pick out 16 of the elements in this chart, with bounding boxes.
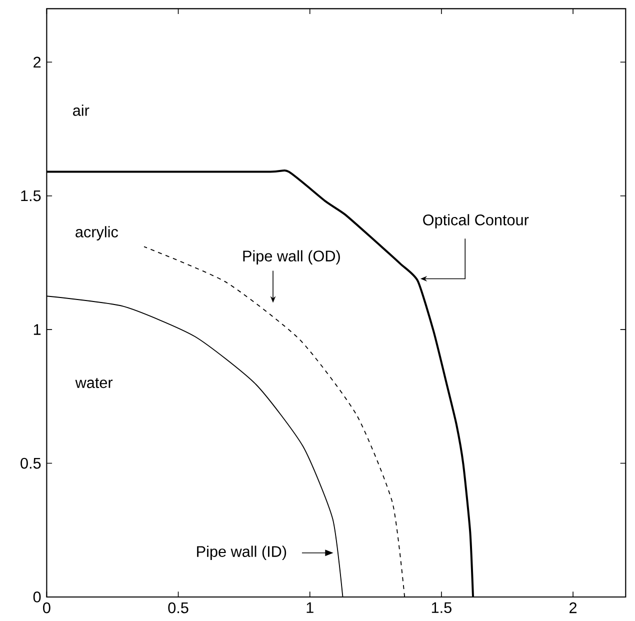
x-tick-label: 2 — [570, 602, 577, 614]
x-tick-label: 1 — [306, 602, 314, 613]
annotation: Pipe wall (ID) — [197, 546, 286, 560]
annotation: air — [73, 104, 90, 116]
y-tick-label: 1 — [34, 324, 41, 335]
x-tick-label: 1.5 — [432, 602, 452, 614]
y-tick-label: 0 — [33, 592, 41, 602]
annotation: water — [75, 378, 113, 388]
y-tick-label: 1.5 — [21, 190, 41, 202]
annotation: Pipe wall (OD) — [243, 250, 340, 265]
x-tick-label: 0.5 — [168, 602, 188, 614]
y-tick-label: 2 — [34, 56, 41, 68]
y-tick-label: 0.5 — [20, 458, 41, 469]
annotation: acrylic — [76, 226, 118, 240]
annotation: Optical Contour — [423, 214, 529, 228]
x-tick-label: 0 — [43, 602, 50, 614]
